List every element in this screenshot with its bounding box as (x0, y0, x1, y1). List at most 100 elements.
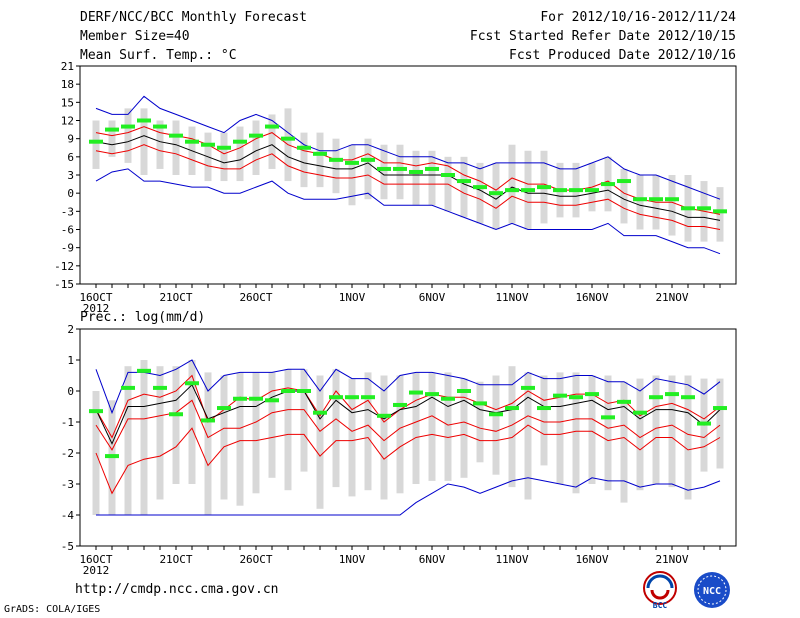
spread-bar (140, 360, 148, 515)
spread-bar (380, 375, 388, 500)
spread-bar (236, 372, 244, 506)
x-tick-label: 16OCT (79, 553, 112, 566)
climatology-marker (617, 179, 631, 184)
x-tick-label: 1NOV (339, 291, 366, 304)
spread-bar (172, 366, 180, 484)
y-tick-label: -4 (61, 509, 75, 522)
x-tick-label: 21OCT (159, 553, 192, 566)
x-year-label: 2012 (83, 302, 110, 315)
y-tick-label: 6 (67, 151, 74, 164)
climatology-marker (633, 197, 647, 202)
y-tick-label: -15 (54, 278, 74, 291)
spread-bar (684, 375, 692, 500)
spread-bar (108, 120, 116, 157)
spread-bar (540, 375, 548, 466)
climatology-marker (377, 413, 391, 418)
series-line-min (96, 477, 721, 516)
series-line-lower (95, 399, 721, 451)
climatology-marker (265, 124, 279, 129)
forecast-range: For 2012/10/16-2012/11/24 (540, 10, 736, 25)
y-tick-label: -3 (61, 478, 74, 491)
climatology-marker (537, 185, 551, 190)
spread-bar (316, 375, 324, 509)
climatology-marker (313, 410, 327, 415)
climatology-marker (137, 118, 151, 123)
plot-frame (79, 328, 737, 547)
climatology-marker (105, 454, 119, 459)
series-line-lower (95, 144, 721, 230)
spread-bar (476, 381, 484, 463)
y-tick-label: 1 (67, 354, 74, 367)
y-tick-label: 2 (67, 323, 74, 336)
spread-bar (396, 144, 404, 200)
climatology-marker (681, 206, 695, 211)
spread-bar (460, 378, 468, 478)
spread-bar (332, 138, 340, 194)
bcc-logo: BCC (643, 571, 677, 610)
climatology-marker (585, 392, 599, 397)
climatology-marker (473, 185, 487, 190)
spread-bar (380, 144, 388, 200)
y-tick-label: -6 (61, 224, 74, 237)
climatology-marker (569, 188, 583, 193)
climatology-marker (457, 179, 471, 184)
spread-bar (588, 375, 596, 484)
spread-bar (460, 156, 468, 218)
climatology-marker (217, 145, 231, 150)
climatology-marker (377, 166, 391, 171)
spread-bar (668, 175, 676, 236)
x-tick-label: 26OCT (239, 291, 272, 304)
climatology-marker (537, 406, 551, 411)
climatology-marker (441, 173, 455, 177)
spread-bar (348, 144, 356, 206)
climatology-marker (665, 197, 679, 202)
spread-bar (364, 138, 372, 200)
y-tick-label: 0 (67, 385, 74, 398)
y-tick-label: 0 (67, 187, 74, 200)
x-tick-label: 6NOV (419, 553, 446, 566)
spread-bar (268, 372, 276, 478)
spread-bar (220, 132, 228, 182)
spread-bar (636, 378, 644, 491)
spread-bar (396, 375, 404, 494)
y-tick-label: 3 (67, 169, 74, 182)
spread-bar (476, 162, 484, 224)
climatology-marker (633, 410, 647, 415)
series-line-lower2 (95, 424, 721, 495)
spread-bar (124, 108, 132, 163)
spread-bar (364, 372, 372, 491)
climatology-marker (601, 415, 615, 420)
climatology-marker (713, 406, 727, 411)
bcc-logo-text: BCC (653, 601, 668, 610)
climatology-marker (329, 157, 343, 162)
spread-bar (236, 126, 244, 182)
spread-bar (508, 144, 516, 224)
spread-bar (572, 372, 580, 494)
temperature-panel: -15 -12 -9 -6 -3 0 3 6 9 12 15 18 21 16OCT 21OCT 26OCT 1… (54, 60, 737, 315)
climatology-marker (185, 139, 199, 144)
spread-bar (220, 375, 228, 500)
panel1-variable: Mean Surf. Temp.: °C (80, 48, 237, 63)
spread-bar (156, 120, 164, 169)
climatology-marker (585, 188, 599, 193)
climatology-marker (345, 395, 359, 400)
spread-bar (300, 132, 308, 188)
climatology-marker (153, 124, 167, 129)
spread-bar (156, 366, 164, 500)
climatology-marker (681, 395, 695, 400)
spread-bar (716, 378, 724, 469)
y-tick-label: 21 (61, 60, 74, 73)
x-tick-label: 11NOV (495, 553, 528, 566)
climatology-marker (521, 188, 535, 193)
spread-bar (604, 375, 612, 491)
climatology-marker (505, 406, 519, 411)
climatology-marker (345, 160, 359, 165)
source-url[interactable]: http://cmdp.ncc.cma.gov.cn (75, 582, 279, 597)
y-tick-label: -3 (61, 205, 74, 218)
x-year-label: 2012 (83, 564, 110, 577)
spread-bar (140, 108, 148, 175)
y-tick-label: 9 (67, 133, 74, 146)
climatology-marker (169, 412, 183, 417)
forecast-produced-date: Fcst Produced Date 2012/10/16 (509, 48, 736, 63)
